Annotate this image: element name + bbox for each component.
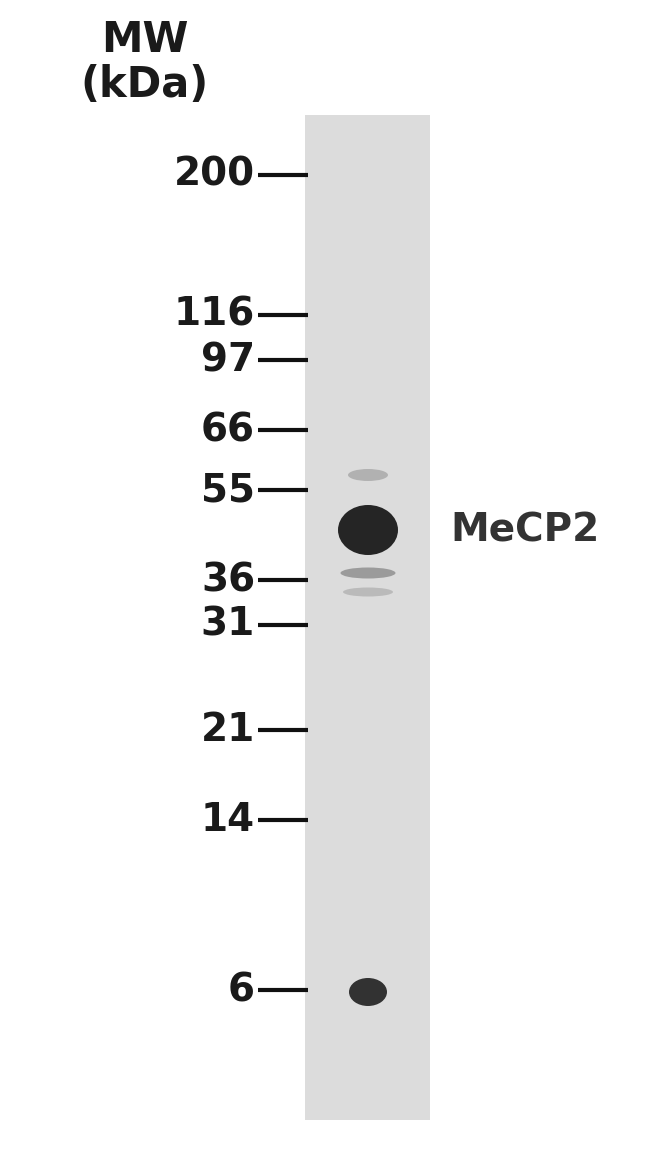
Text: 14: 14 — [201, 801, 255, 838]
Ellipse shape — [338, 505, 398, 555]
Text: 55: 55 — [201, 471, 255, 509]
Bar — [305, 115, 430, 1119]
Text: 66: 66 — [201, 411, 255, 448]
Text: (kDa): (kDa) — [81, 64, 209, 107]
Ellipse shape — [341, 568, 395, 578]
Text: 6: 6 — [228, 971, 255, 1009]
Ellipse shape — [343, 588, 393, 596]
Text: 31: 31 — [201, 607, 255, 644]
Text: MW: MW — [101, 19, 188, 61]
Text: 200: 200 — [174, 156, 255, 194]
Text: 36: 36 — [201, 561, 255, 600]
Text: 116: 116 — [174, 296, 255, 334]
Ellipse shape — [348, 470, 388, 481]
Text: MeCP2: MeCP2 — [450, 511, 599, 549]
Ellipse shape — [349, 978, 387, 1006]
Text: 97: 97 — [201, 341, 255, 379]
Text: 21: 21 — [201, 711, 255, 749]
